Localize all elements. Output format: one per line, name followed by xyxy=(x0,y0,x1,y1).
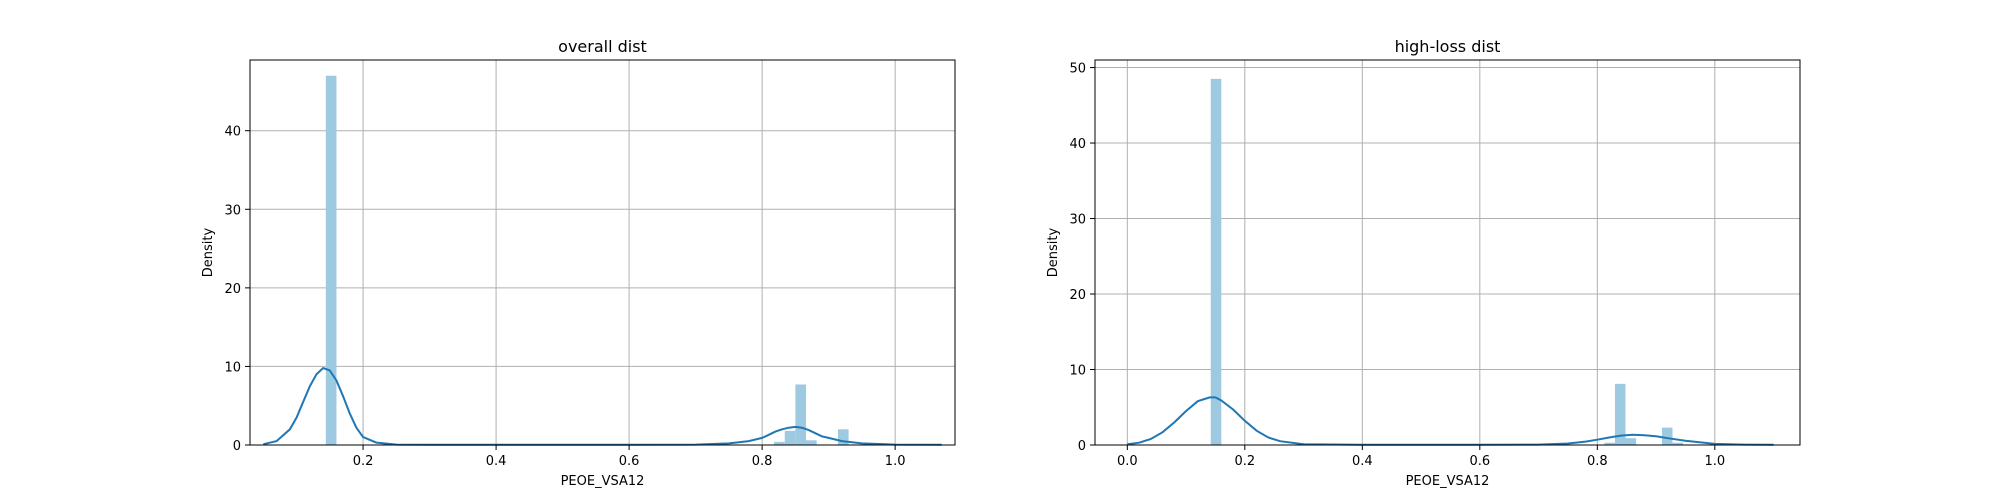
x-tick-label: 0.6 xyxy=(1469,454,1490,469)
y-axis-label: Density xyxy=(201,227,216,277)
histogram-bar xyxy=(1614,383,1626,445)
chart-title: overall dist xyxy=(558,37,647,56)
y-axis-label: Density xyxy=(1046,227,1061,277)
histogram-bar xyxy=(837,429,849,445)
chart-panel-overall: 0.2 0.4 0.6 0.8 1.0 0 10 20 30 40 overall dist PEOE… xyxy=(201,37,956,489)
axes-frame xyxy=(1094,59,1801,446)
chart-panel-high-loss: 0.0 0.2 0.4 0.6 0.8 1.0 0 10 20 30 40 50 high-loss d… xyxy=(1046,37,1801,489)
histogram-bar xyxy=(806,440,817,445)
chart-title: high-loss dist xyxy=(1395,37,1501,56)
x-tick-label: 1.0 xyxy=(1704,454,1725,469)
x-tick-label: 0.8 xyxy=(1587,454,1608,469)
x-tick-label: 0.6 xyxy=(619,454,640,469)
histogram-bar xyxy=(1661,427,1673,445)
x-tick-label: 0.2 xyxy=(1234,454,1255,469)
y-tick-label: 40 xyxy=(224,125,241,140)
histogram-bar xyxy=(1672,442,1684,445)
histogram-bar xyxy=(784,430,796,445)
x-tick-label: 0.4 xyxy=(1352,454,1373,469)
x-tick-label: 0.4 xyxy=(486,454,507,469)
x-tick-label: 0.8 xyxy=(752,454,773,469)
axes-frame xyxy=(249,59,956,446)
y-tick-label: 0 xyxy=(1078,439,1086,454)
histogram-bar xyxy=(1625,438,1637,445)
y-tick-label: 0 xyxy=(233,439,241,454)
histogram-bar xyxy=(795,384,807,445)
x-axis-label: PEOE_VSA12 xyxy=(1406,474,1490,489)
kde-line xyxy=(1127,396,1774,446)
y-tick-label: 30 xyxy=(1069,213,1086,228)
y-tick-label: 50 xyxy=(1069,62,1086,77)
histogram-bar xyxy=(774,441,785,445)
histogram-bar xyxy=(325,75,337,445)
x-tick-label: 0.2 xyxy=(353,454,374,469)
y-tick-label: 20 xyxy=(1069,288,1086,303)
histogram-bar xyxy=(1604,442,1615,445)
histogram-bar xyxy=(1210,78,1222,445)
y-tick-label: 40 xyxy=(1069,137,1086,152)
x-axis-label: PEOE_VSA12 xyxy=(561,474,645,489)
y-tick-label: 10 xyxy=(1069,364,1086,379)
y-tick-label: 10 xyxy=(224,360,241,375)
x-tick-label: 0.0 xyxy=(1117,454,1138,469)
y-tick-label: 20 xyxy=(224,282,241,297)
y-tick-label: 30 xyxy=(224,203,241,218)
x-tick-label: 1.0 xyxy=(885,454,906,469)
